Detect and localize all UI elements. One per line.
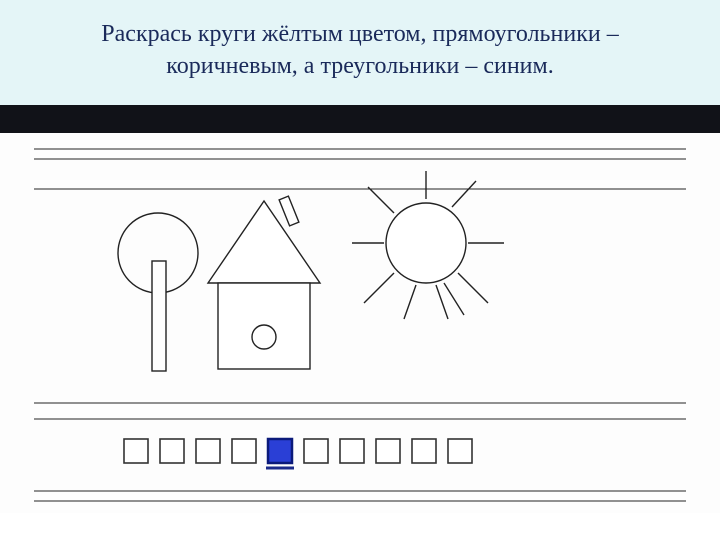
- house-roof-triangle[interactable]: [208, 201, 320, 283]
- palette-cell[interactable]: [376, 439, 400, 463]
- sun-circle[interactable]: [386, 203, 466, 283]
- sun-ray: [458, 273, 488, 303]
- palette-cell[interactable]: [412, 439, 436, 463]
- sun-ray: [452, 181, 476, 207]
- palette-cell[interactable]: [448, 439, 472, 463]
- instruction-panel: Раскрась круги жёлтым цветом, прямоуголь…: [0, 0, 720, 105]
- worksheet-svg: [34, 141, 686, 511]
- sun-ray: [404, 285, 416, 319]
- palette-cell[interactable]: [196, 439, 220, 463]
- house-body-rect[interactable]: [218, 283, 310, 369]
- tree-trunk-rect[interactable]: [152, 261, 166, 371]
- palette-cell[interactable]: [268, 439, 292, 463]
- dark-divider-bar: [0, 105, 720, 133]
- worksheet-area: [0, 133, 720, 513]
- house-chimney-rect[interactable]: [279, 196, 299, 226]
- sun-ray: [436, 285, 448, 319]
- instruction-text: Раскрась круги жёлтым цветом, прямоуголь…: [50, 18, 670, 83]
- palette-cell[interactable]: [340, 439, 364, 463]
- palette-cell[interactable]: [304, 439, 328, 463]
- sun-ray: [364, 273, 394, 303]
- palette-cell[interactable]: [124, 439, 148, 463]
- palette-cell[interactable]: [232, 439, 256, 463]
- palette-cell[interactable]: [160, 439, 184, 463]
- sun-ray: [444, 283, 464, 315]
- sun-ray: [368, 187, 394, 213]
